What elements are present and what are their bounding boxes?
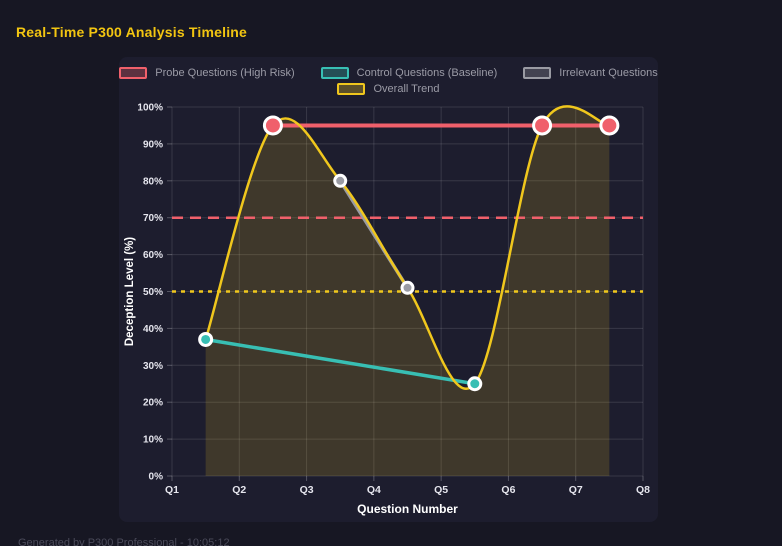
y-tick-label: 100% xyxy=(137,103,163,114)
data-point[interactable] xyxy=(262,115,283,136)
data-point[interactable] xyxy=(198,331,214,347)
footer-note: Generated by P300 Professional - 10:05:1… xyxy=(18,537,230,546)
irrelevant-swatch-icon xyxy=(523,67,552,79)
x-tick-label: Q2 xyxy=(232,484,246,496)
y-tick-label: 60% xyxy=(143,250,163,261)
series-line xyxy=(203,337,477,386)
y-tick-label: 50% xyxy=(143,287,163,298)
data-point[interactable] xyxy=(467,376,483,392)
y-tick-label: 10% xyxy=(143,435,163,446)
legend-label: Overall Trend xyxy=(373,83,440,95)
legend-row-2: Overall Trend xyxy=(337,83,440,95)
legend-item-irrelevant[interactable]: Irrelevant Questions xyxy=(523,67,658,79)
legend-row-1: Probe Questions (High Risk) Control Ques… xyxy=(119,67,658,79)
x-tick-label: Q3 xyxy=(300,484,314,496)
legend-label: Control Questions (Baseline) xyxy=(356,67,498,79)
y-tick-label: 40% xyxy=(143,324,163,335)
legend-label: Irrelevant Questions xyxy=(559,67,658,79)
control-swatch-icon xyxy=(320,67,349,79)
y-tick-label: 70% xyxy=(143,213,163,224)
data-point[interactable] xyxy=(599,115,620,136)
y-tick-label: 90% xyxy=(143,139,163,150)
page-title: Real-Time P300 Analysis Timeline xyxy=(16,24,248,40)
y-tick-label: 0% xyxy=(149,472,164,483)
y-tick-label: 20% xyxy=(143,398,163,409)
chart-legend: Probe Questions (High Risk) Control Ques… xyxy=(119,67,658,95)
x-axis-title: Question Number xyxy=(357,502,458,516)
timeline-chart: Q1 Q2 Q3 Q4 Q5 Q6 Q7 Q8 0% 10% 20% 30% 40% 50% 60% 70% 8… xyxy=(124,103,650,517)
legend-item-control[interactable]: Control Questions (Baseline) xyxy=(320,67,498,79)
legend-item-probe[interactable]: Probe Questions (High Risk) xyxy=(119,67,295,79)
x-tick-label: Q8 xyxy=(636,484,650,496)
trend-swatch-icon xyxy=(337,83,366,95)
probe-swatch-icon xyxy=(119,67,148,79)
x-tick-label: Q7 xyxy=(569,484,583,496)
chart-panel: Probe Questions (High Risk) Control Ques… xyxy=(119,57,658,522)
data-point[interactable] xyxy=(333,173,348,188)
legend-label: Probe Questions (High Risk) xyxy=(155,67,295,79)
x-tick-label: Q1 xyxy=(165,484,179,496)
y-tick-label: 30% xyxy=(143,361,163,372)
x-tick-label: Q4 xyxy=(367,484,381,496)
data-point[interactable] xyxy=(400,280,415,295)
legend-item-trend[interactable]: Overall Trend xyxy=(337,83,440,95)
y-axis-title: Deception Level (%) xyxy=(124,237,136,346)
y-tick-label: 80% xyxy=(143,176,163,187)
x-tick-label: Q5 xyxy=(434,484,448,496)
x-tick-label: Q6 xyxy=(501,484,515,496)
data-point[interactable] xyxy=(532,115,553,136)
